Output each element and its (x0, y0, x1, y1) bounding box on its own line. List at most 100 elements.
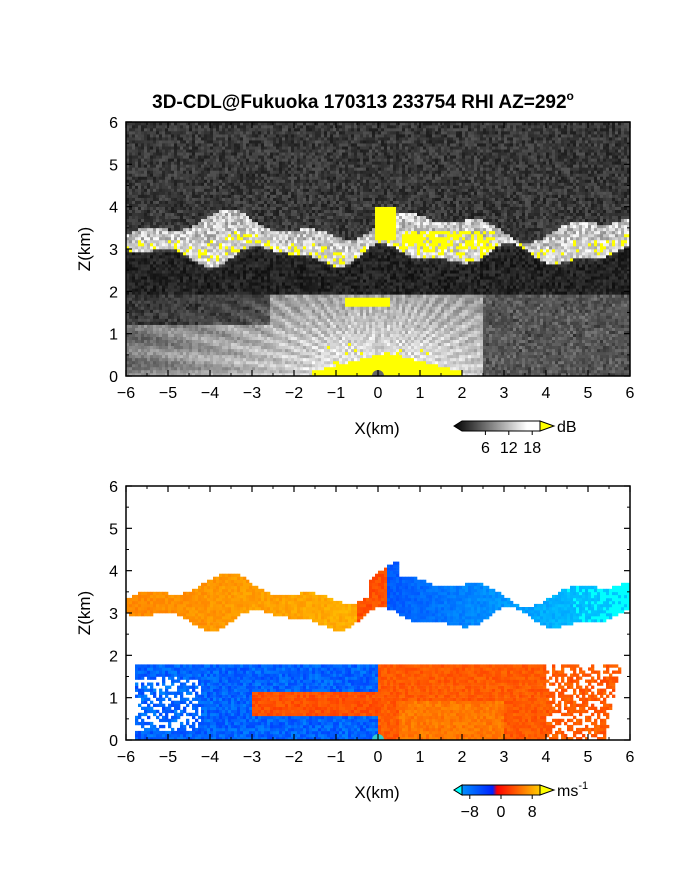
field-cell (477, 306, 481, 310)
field-cell (513, 363, 517, 368)
field-cell (324, 333, 328, 338)
field-cell (306, 360, 310, 365)
field-cell (609, 324, 613, 328)
field-cell (582, 333, 586, 338)
field-cell (357, 297, 361, 301)
field-cell (180, 373, 184, 376)
field-cell (441, 373, 445, 376)
field-cell (540, 324, 544, 328)
field-cell (351, 370, 355, 374)
field-cell (393, 363, 397, 368)
field-cell (372, 351, 376, 356)
field-cell (348, 294, 352, 298)
field-cell (618, 330, 622, 334)
field-cell (192, 327, 196, 331)
field-cell (594, 339, 598, 344)
field-cell (582, 306, 586, 310)
field-cell (522, 306, 526, 310)
field-cell (192, 360, 196, 365)
field-cell (216, 327, 220, 331)
field-cell (354, 339, 358, 344)
field-cell (621, 363, 625, 368)
field-cell (624, 339, 628, 344)
field-cell (273, 288, 277, 292)
field-cell (558, 300, 562, 304)
field-cell (429, 330, 433, 334)
field-cell (309, 288, 313, 292)
field-cell (507, 330, 511, 334)
field-cell (474, 333, 478, 338)
field-cell (375, 312, 379, 316)
field-cell (153, 285, 157, 289)
field-cell (435, 297, 439, 301)
field-cell (144, 318, 148, 322)
field-cell (570, 303, 574, 307)
field-cell (252, 318, 256, 322)
field-cell (240, 330, 244, 334)
field-cell (369, 357, 373, 362)
field-cell (501, 373, 505, 376)
field-cell (426, 336, 430, 341)
field-cell (351, 336, 355, 341)
field-cell (312, 324, 316, 328)
field-cell (468, 300, 472, 304)
field-cell (540, 363, 544, 368)
field-cell (576, 312, 580, 316)
field-cell (402, 321, 406, 325)
field-cell (168, 333, 172, 338)
field-cell (459, 357, 463, 362)
field-cell (600, 309, 604, 313)
field-cell (249, 363, 253, 368)
field-cell (174, 363, 178, 368)
field-cell (585, 324, 589, 328)
field-cell (390, 357, 394, 362)
field-cell (207, 363, 211, 368)
field-cell (531, 312, 535, 316)
field-cell (594, 342, 598, 347)
field-cell (471, 309, 475, 313)
field-cell (282, 333, 286, 338)
field-cell (192, 333, 196, 338)
field-cell (288, 318, 292, 322)
field-cell (567, 360, 571, 365)
field-cell (234, 303, 238, 307)
field-cell (516, 324, 520, 328)
field-cell (471, 366, 475, 371)
field-cell (372, 318, 376, 322)
field-cell (474, 330, 478, 334)
field-cell (456, 373, 460, 376)
field-cell (438, 294, 442, 298)
field-cell (582, 294, 586, 298)
field-cell (453, 285, 457, 289)
field-cell (273, 309, 277, 313)
field-cell (333, 348, 337, 353)
field-cell (279, 288, 283, 292)
field-cell (420, 339, 424, 344)
field-cell (564, 342, 568, 347)
field-cell (390, 363, 394, 368)
field-cell (381, 363, 385, 368)
field-cell (225, 348, 229, 353)
field-cell (594, 321, 598, 325)
field-cell (144, 336, 148, 341)
field-cell (309, 354, 313, 359)
field-cell (294, 333, 298, 338)
field-cell (432, 333, 436, 338)
field-cell (405, 363, 409, 368)
field-cell (555, 345, 559, 350)
field-cell (318, 291, 322, 295)
field-cell (369, 348, 373, 353)
field-cell (219, 354, 223, 359)
field-cell (231, 333, 235, 338)
field-cell (414, 333, 418, 338)
field-cell (315, 285, 319, 289)
field-cell (411, 339, 415, 344)
field-cell (309, 327, 313, 331)
field-cell (498, 351, 502, 356)
field-cell (453, 309, 457, 313)
field-cell (183, 285, 187, 289)
field-cell (321, 330, 325, 334)
field-cell (129, 339, 133, 344)
field-cell (564, 300, 568, 304)
field-cell (255, 354, 259, 359)
